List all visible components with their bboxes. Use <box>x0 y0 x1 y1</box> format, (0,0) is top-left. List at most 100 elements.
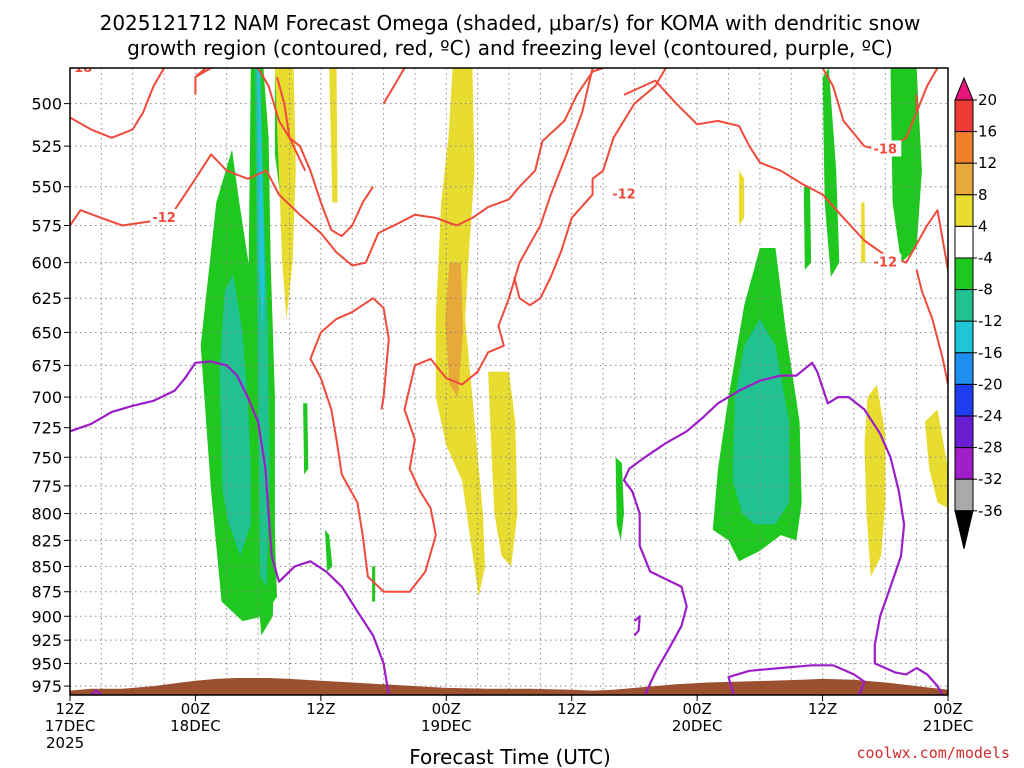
colorbar-label: -32 <box>978 470 1003 488</box>
omega-region-20 <box>739 170 745 226</box>
x-tick-label: 2025 <box>46 734 84 752</box>
dgz-contour-8 <box>513 68 667 307</box>
credit-text: coolwx.com/models <box>856 744 1010 762</box>
dgz-label-bg <box>609 185 640 202</box>
freezing-contour-3 <box>633 615 641 637</box>
colorbar-label: -20 <box>978 375 1003 393</box>
y-axis-ticks: 500 525 550 575 600 625 650 675 700 725 750 775 800 8… <box>31 95 70 696</box>
omega-region-1 <box>219 274 251 557</box>
y-tick-label: 775 <box>31 477 62 496</box>
freezing-contour-2 <box>622 361 944 695</box>
y-tick-label: 625 <box>31 289 62 308</box>
colorbar-label: 16 <box>978 123 997 141</box>
colorbar-bin <box>954 352 974 385</box>
x-tick-label: 12Z <box>808 700 837 718</box>
colorbar-bin <box>954 320 974 354</box>
omega-region-6 <box>303 403 309 475</box>
y-tick-label: 650 <box>31 323 62 342</box>
y-tick-label: 725 <box>31 419 62 438</box>
omega-region-4 <box>257 71 265 333</box>
y-tick-label: 525 <box>31 137 62 156</box>
freezing-contour-4 <box>727 664 866 695</box>
omega-region-8 <box>372 566 376 602</box>
y-tick-label: 500 <box>31 95 62 114</box>
colorbar-label: 4 <box>978 217 988 235</box>
terrain-fill <box>70 678 948 695</box>
freezing-contour-1 <box>90 689 103 695</box>
x-tick-label: 00Z <box>933 700 962 718</box>
colorbar-bin <box>954 257 974 291</box>
x-tick-label: 12Z <box>55 700 84 718</box>
x-tick-label: 20DEC <box>672 717 723 735</box>
dgz-contour-label: -18 <box>874 142 898 157</box>
omega-region-12 <box>822 68 840 277</box>
omega-region-23 <box>861 202 866 263</box>
colorbar-bottom-arrow <box>954 510 974 549</box>
colorbar-bin <box>954 383 974 417</box>
dgz-contour-6 <box>382 68 406 105</box>
colorbar-label: 20 <box>978 91 997 109</box>
dgz-contour-12 <box>915 269 948 385</box>
x-tick-label: 18DEC <box>170 717 221 735</box>
omega-region-15 <box>274 68 296 319</box>
dgz-contour-label: -12 <box>612 188 636 203</box>
y-tick-label: 950 <box>31 654 62 673</box>
y-tick-label: 550 <box>31 178 62 197</box>
dgz-contour-9 <box>623 79 948 271</box>
omega-region-22 <box>925 409 948 509</box>
omega-region-14 <box>803 186 812 270</box>
colorbar-bin <box>954 478 974 512</box>
freezing-contour-0 <box>70 360 390 695</box>
dgz-contour-label: -12 <box>874 256 898 271</box>
colorbar-bin <box>954 447 974 480</box>
colorbar-label: 8 <box>978 186 988 204</box>
y-tick-label: 800 <box>31 505 62 524</box>
dgz-contour-5 <box>194 68 207 78</box>
chart-title-line2: growth region (contoured, red, ºC) and f… <box>127 36 893 60</box>
dgz-contour-11 <box>915 68 939 113</box>
x-tick-label: 21DEC <box>923 717 974 735</box>
omega-region-18 <box>488 371 518 567</box>
chart-title-line1: 2025121712 NAM Forecast Omega (shaded, μ… <box>100 11 921 35</box>
x-tick-label: 00Z <box>181 700 210 718</box>
dgz-contour-2 <box>257 68 374 238</box>
dgz-contour-1 <box>70 68 165 139</box>
colorbar-label: -8 <box>978 281 993 299</box>
y-tick-label: 700 <box>31 388 62 407</box>
y-tick-label: 900 <box>31 607 62 626</box>
y-tick-label: 600 <box>31 254 62 273</box>
dgz-label-bg <box>871 253 902 270</box>
omega-region-11 <box>732 318 790 525</box>
omega-region-7 <box>325 529 333 572</box>
dgz-label-bg <box>70 68 97 75</box>
colorbar-bin <box>954 162 974 196</box>
colorbar-label: -4 <box>978 249 993 267</box>
x-tick-label: 12Z <box>557 700 586 718</box>
x-tick-label: 17DEC <box>45 717 96 735</box>
colorbar: 20 16 12 8 4 -4 -8 -12 -16 -20 -24 -28 -32 -36 <box>954 76 1003 549</box>
omega-region-16 <box>329 68 338 203</box>
dgz-contour-label: -18 <box>69 61 93 76</box>
colorbar-bin <box>954 131 974 164</box>
colorbar-bin <box>954 225 974 259</box>
dgz-contour-label: -12 <box>152 211 176 226</box>
y-tick-label: 875 <box>31 583 62 602</box>
dgz-label-bg <box>150 208 181 225</box>
grid-lines <box>69 68 949 695</box>
terrain-layer <box>70 678 948 695</box>
dgz-contour-4 <box>276 76 307 172</box>
y-tick-label: 675 <box>31 356 62 375</box>
y-tick-label: 925 <box>31 631 62 650</box>
colorbar-bin <box>954 99 974 133</box>
colorbar-bin <box>954 194 974 227</box>
y-tick-label: 825 <box>31 531 62 550</box>
x-tick-label: 00Z <box>432 700 461 718</box>
dgz-contour-0 <box>70 68 604 267</box>
plot-frame <box>69 67 949 696</box>
y-tick-label: 975 <box>31 677 62 696</box>
colorbar-label: -24 <box>978 407 1003 425</box>
colorbar-bin <box>954 289 974 322</box>
